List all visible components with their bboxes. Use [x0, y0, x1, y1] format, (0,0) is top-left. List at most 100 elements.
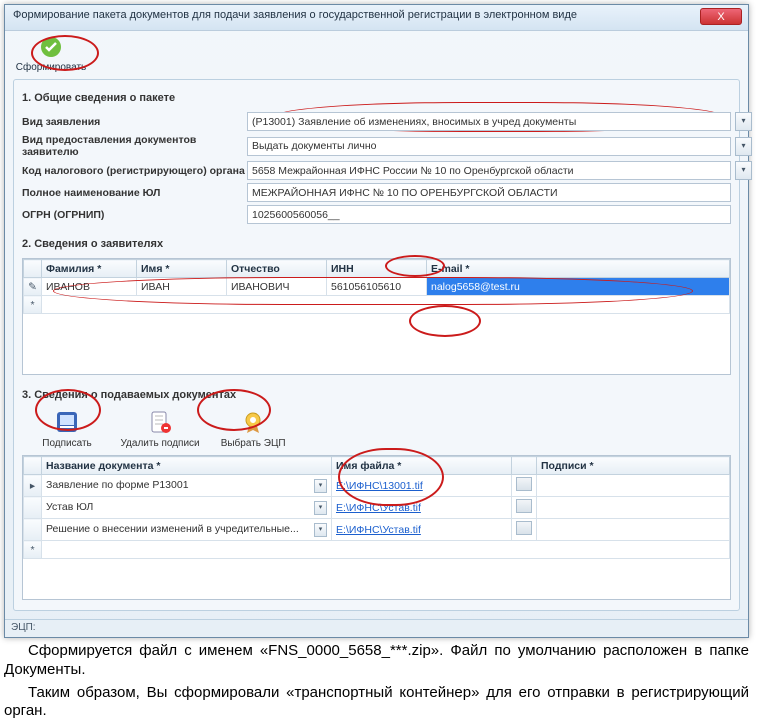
status-bar: ЭЦП: [5, 619, 748, 637]
section3-title: 3. Сведения о подаваемых документах [22, 389, 731, 401]
generate-button[interactable]: Сформировать [11, 35, 91, 73]
docname-text: Решение о внесении изменений в учредител… [46, 523, 299, 535]
cell-docname[interactable]: Заявление по форме Р13001 ▾ [42, 475, 332, 497]
doc-toolbar: Подписать Удалить подписи Выбрать ЭЦП [22, 409, 731, 449]
section2-title: 2. Сведения о заявителях [22, 238, 731, 250]
cell-docname[interactable]: Решение о внесении изменений в учредител… [42, 519, 332, 541]
choose-cert-label: Выбрать ЭЦП [221, 438, 286, 449]
sign-button[interactable]: Подписать [22, 409, 112, 449]
applicants-grid: Фамилия * Имя * Отчество ИНН E-mail * ✎ … [22, 258, 731, 375]
cell-docname[interactable]: Устав ЮЛ ▾ [42, 497, 332, 519]
col-inn[interactable]: ИНН [327, 260, 427, 278]
label-tax-code: Код налогового (регистрирующего) органа [22, 165, 247, 177]
label-ogrn: ОГРН (ОГРНИП) [22, 209, 247, 221]
cell-email[interactable]: nalog5658@test.ru [427, 278, 730, 296]
cell-sigs[interactable] [537, 475, 730, 497]
caption-block: Сформируется файл с именем «FNS_0000_565… [4, 642, 749, 721]
cell-filename[interactable]: Е:\ИФНС\13001.tif [332, 475, 512, 497]
doc-row[interactable]: Устав ЮЛ ▾ Е:\ИФНС\Устав.tif [24, 497, 730, 519]
doc-empty-row[interactable]: * [24, 541, 730, 559]
row-full-name: Полное наименование ЮЛ [22, 183, 731, 202]
filename-link[interactable]: Е:\ИФНС\Устав.tif [336, 524, 421, 536]
doc-row-selector[interactable] [24, 497, 42, 519]
section1-title: 1. Общие сведения о пакете [22, 92, 731, 104]
documents-grid: Название документа * Имя файла * Подписи… [22, 455, 731, 600]
col-docname[interactable]: Название документа * [42, 457, 332, 475]
doc-row-selector-new[interactable]: * [24, 541, 42, 559]
cell-patronymic[interactable]: ИВАНОВИЧ [227, 278, 327, 296]
input-app-type[interactable] [247, 112, 731, 131]
dropdown-app-type[interactable]: ▾ [735, 112, 752, 131]
cell-filename[interactable]: Е:\ИФНС\Устав.tif [332, 497, 512, 519]
remove-sign-label: Удалить подписи [120, 438, 199, 449]
caption-p2: Таким образом, Вы сформировали «транспор… [4, 684, 749, 722]
doc-row-selector[interactable] [24, 519, 42, 541]
input-ogrn[interactable] [247, 205, 731, 224]
choose-cert-icon [240, 409, 266, 435]
col-surname[interactable]: Фамилия * [42, 260, 137, 278]
documents-header-row: Название документа * Имя файла * Подписи… [24, 457, 730, 475]
generate-icon [39, 35, 63, 59]
remove-sign-icon [147, 409, 173, 435]
col-name[interactable]: Имя * [137, 260, 227, 278]
label-app-type: Вид заявления [22, 116, 247, 128]
browse-file-button[interactable] [516, 499, 532, 513]
main-toolbar: Сформировать [5, 31, 748, 77]
applicants-header-row: Фамилия * Имя * Отчество ИНН E-mail * [24, 260, 730, 278]
docname-dropdown[interactable]: ▾ [314, 523, 327, 537]
window-close-button[interactable]: X [700, 8, 742, 25]
caption-p1: Сформируется файл с именем «FNS_0000_565… [4, 642, 749, 680]
label-delivery: Вид предоставления документов заявителю [22, 134, 247, 158]
remove-sign-button[interactable]: Удалить подписи [115, 409, 205, 449]
input-delivery[interactable] [247, 137, 731, 156]
cell-filename[interactable]: Е:\ИФНС\Устав.tif [332, 519, 512, 541]
rowheader-blank [24, 260, 42, 278]
docname-dropdown[interactable]: ▾ [314, 501, 327, 515]
status-label: ЭЦП: [11, 622, 36, 633]
doc-row-selector[interactable]: ▸ [24, 475, 42, 497]
row-tax-code: Код налогового (регистрирующего) органа … [22, 161, 731, 180]
col-email[interactable]: E-mail * [427, 260, 730, 278]
docname-dropdown[interactable]: ▾ [314, 479, 327, 493]
input-full-name[interactable] [247, 183, 731, 202]
row-delivery: Вид предоставления документов заявителю … [22, 134, 731, 158]
dropdown-tax-code[interactable]: ▾ [735, 161, 752, 180]
cell-surname[interactable]: ИВАНОВ [42, 278, 137, 296]
applicants-empty-area [23, 314, 730, 374]
main-panel: 1. Общие сведения о пакете Вид заявления… [13, 79, 740, 611]
title-bar: Формирование пакета документов для подач… [5, 5, 748, 31]
input-tax-code[interactable] [247, 161, 731, 180]
sign-label: Подписать [42, 438, 92, 449]
cell-sigs[interactable] [537, 497, 730, 519]
dropdown-delivery[interactable]: ▾ [735, 137, 752, 156]
row-ogrn: ОГРН (ОГРНИП) [22, 205, 731, 224]
filename-link[interactable]: Е:\ИФНС\Устав.tif [336, 502, 421, 514]
doc-rowheader-blank [24, 457, 42, 475]
applicant-empty-row[interactable]: * [24, 296, 730, 314]
label-full-name: Полное наименование ЮЛ [22, 187, 247, 199]
cell-inn[interactable]: 561056105610 [327, 278, 427, 296]
choose-cert-button[interactable]: Выбрать ЭЦП [208, 409, 298, 449]
doc-row[interactable]: ▸ Заявление по форме Р13001 ▾ Е:\ИФНС\130… [24, 475, 730, 497]
window-title: Формирование пакета документов для подач… [13, 9, 577, 21]
applicant-row[interactable]: ✎ ИВАНОВ ИВАН ИВАНОВИЧ 561056105610 nalo… [24, 278, 730, 296]
cell-sigs[interactable] [537, 519, 730, 541]
row-selector-new[interactable]: * [24, 296, 42, 314]
app-window: Формирование пакета документов для подач… [4, 4, 749, 638]
generate-label: Сформировать [16, 62, 87, 73]
sign-icon [54, 409, 80, 435]
col-filename[interactable]: Имя файла * [332, 457, 512, 475]
documents-empty-area [23, 559, 730, 599]
docname-text: Устав ЮЛ [46, 501, 93, 513]
browse-file-button[interactable] [516, 521, 532, 535]
doc-row[interactable]: Решение о внесении изменений в учредител… [24, 519, 730, 541]
cell-name[interactable]: ИВАН [137, 278, 227, 296]
docname-text: Заявление по форме Р13001 [46, 479, 189, 491]
filename-link[interactable]: Е:\ИФНС\13001.tif [336, 480, 423, 492]
browse-file-button[interactable] [516, 477, 532, 491]
col-sigs[interactable]: Подписи * [537, 457, 730, 475]
row-selector[interactable]: ✎ [24, 278, 42, 296]
col-btn [512, 457, 537, 475]
row-app-type: Вид заявления ▾ [22, 112, 731, 131]
col-patronymic[interactable]: Отчество [227, 260, 327, 278]
